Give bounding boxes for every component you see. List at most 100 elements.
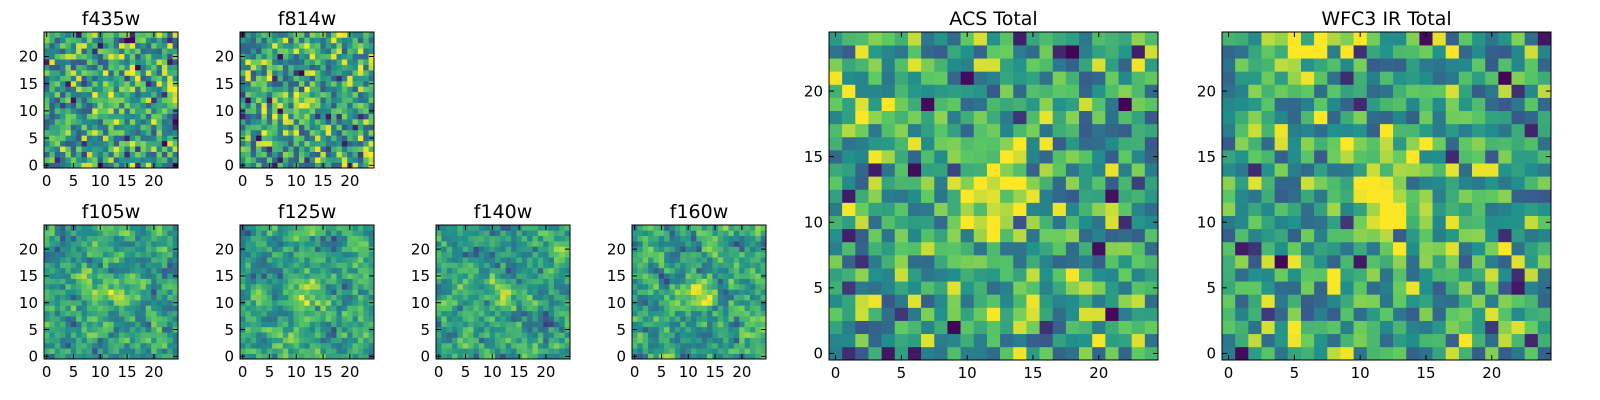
heatmap-cell — [559, 332, 565, 338]
heatmap-cell — [145, 97, 152, 104]
y-tick-label: 5 — [616, 321, 626, 339]
heatmap-cell — [277, 91, 284, 98]
heatmap-cell — [156, 278, 163, 285]
heatmap-cell — [81, 257, 88, 263]
heatmap-cell — [161, 294, 168, 301]
heatmap-cell — [113, 342, 120, 349]
heatmap-cell — [277, 108, 284, 114]
heatmap-cell — [266, 113, 273, 120]
heatmap-cell — [696, 225, 702, 231]
heatmap-cell — [648, 348, 654, 354]
heatmap-cell — [960, 110, 975, 125]
heatmap-cell — [108, 162, 114, 169]
heatmap-cell — [124, 113, 131, 120]
heatmap-cell — [712, 294, 719, 301]
heatmap-cell — [842, 176, 856, 190]
heatmap-cell — [733, 342, 740, 349]
heatmap-cell — [70, 59, 77, 65]
heatmap-cell — [81, 42, 88, 49]
heatmap-cell — [357, 294, 364, 301]
heatmap-cell — [277, 102, 284, 109]
heatmap-cell — [357, 37, 364, 44]
heatmap-cell — [669, 342, 676, 349]
heatmap-cell — [723, 283, 729, 290]
heatmap-cell — [65, 80, 72, 87]
heatmap-cell — [65, 135, 72, 142]
heatmap-cell — [245, 257, 252, 263]
heatmap-cell — [1092, 163, 1106, 177]
heatmap-cell — [1300, 320, 1315, 335]
heatmap-cell — [973, 294, 988, 308]
heatmap-cell — [336, 300, 343, 306]
heatmap-cell — [1511, 189, 1525, 203]
heatmap-cell — [441, 289, 448, 295]
heatmap-cell — [669, 241, 676, 247]
heatmap-cell — [478, 267, 485, 274]
heatmap-cell — [760, 289, 767, 295]
heatmap-cell — [293, 332, 300, 338]
heatmap-cell — [1079, 228, 1093, 243]
heatmap-cell — [282, 342, 289, 349]
heatmap-cell — [129, 151, 136, 158]
x-tick-label: 20 — [1089, 364, 1108, 382]
heatmap-cell — [516, 316, 523, 322]
heatmap-cell — [960, 320, 975, 335]
heatmap-cell — [49, 42, 56, 49]
heatmap-cell — [92, 48, 98, 55]
heatmap-cell — [363, 321, 369, 328]
heatmap-cell — [49, 102, 56, 109]
heatmap-cell — [478, 273, 485, 279]
heatmap-cell — [717, 225, 724, 231]
heatmap-cell — [352, 70, 359, 76]
heatmap-cell — [1092, 58, 1106, 72]
heatmap-cell — [363, 241, 369, 247]
heatmap-cell — [457, 278, 464, 285]
heatmap-cell — [947, 228, 961, 243]
heatmap-cell — [1000, 123, 1014, 138]
heatmap-cell — [256, 300, 262, 306]
heatmap-cell — [256, 235, 262, 242]
heatmap-cell — [1013, 346, 1027, 361]
heatmap-cell — [156, 135, 163, 142]
heatmap-cell — [457, 348, 464, 354]
heatmap-cell — [363, 310, 369, 317]
heatmap-cell — [282, 129, 289, 136]
heatmap-cell — [934, 58, 948, 72]
heatmap-cell — [277, 262, 284, 269]
heatmap-cell — [1131, 189, 1146, 203]
heatmap-cell — [441, 262, 448, 269]
heatmap-cell — [347, 300, 353, 306]
heatmap-cell — [690, 241, 697, 247]
heatmap-cell — [277, 273, 284, 279]
heatmap-cell — [352, 267, 359, 274]
heatmap-cell — [151, 102, 157, 109]
heatmap-cell — [1235, 163, 1249, 177]
heatmap-cell — [151, 342, 157, 349]
heatmap-cell — [309, 97, 316, 104]
heatmap-cell — [119, 151, 125, 158]
heatmap-cell — [86, 273, 93, 279]
heatmap-cell — [140, 37, 147, 44]
heatmap-cell — [1065, 307, 1080, 321]
heatmap-cell — [537, 225, 544, 231]
heatmap-cell — [368, 113, 375, 120]
heatmap-cell — [272, 332, 278, 338]
heatmap-cell — [92, 246, 98, 253]
heatmap-cell — [1498, 333, 1512, 348]
heatmap-cell — [632, 283, 638, 290]
heatmap-cell — [304, 108, 310, 114]
heatmap-cell — [559, 283, 565, 290]
heatmap-cell — [505, 278, 512, 285]
heatmap-cell — [86, 257, 93, 263]
heatmap-cell — [921, 241, 935, 256]
heatmap-cell — [868, 346, 882, 361]
heatmap-cell — [436, 321, 442, 328]
heatmap-cell — [947, 110, 961, 125]
heatmap-cell — [696, 262, 702, 269]
heatmap-cell — [156, 157, 163, 163]
heatmap-cell — [325, 267, 332, 274]
heatmap-cell — [478, 230, 485, 237]
heatmap-cell — [532, 337, 539, 344]
heatmap-cell — [315, 146, 321, 152]
heatmap-cell — [167, 70, 173, 76]
